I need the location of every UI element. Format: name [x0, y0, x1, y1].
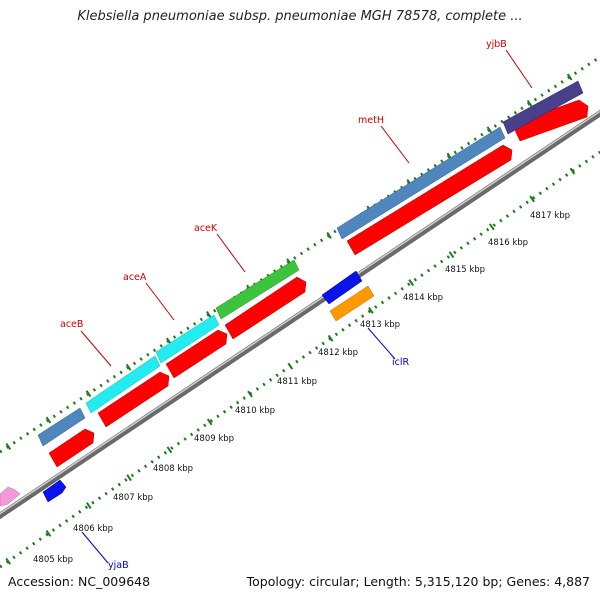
aceA-leader [145, 282, 175, 321]
scale-labels: 4805 kbp 4806 kbp 4807 kbp 4808 kbp 4809… [33, 211, 570, 565]
scale-label: 4817 kbp [530, 211, 570, 221]
label-yjaB[interactable]: yjaB [108, 560, 129, 571]
yjaB-leader [81, 531, 109, 564]
ring-tick [408, 279, 415, 287]
ring-tick [125, 363, 132, 371]
ring-tick [45, 530, 52, 537]
gene-aceA[interactable] [155, 314, 220, 364]
cds-arrow[interactable] [224, 276, 307, 340]
label-aceK[interactable]: aceK [194, 223, 218, 234]
gene-block-steel-left[interactable] [37, 407, 86, 447]
gene-pink-partial[interactable] [0, 486, 21, 507]
gene-yjbB[interactable] [502, 80, 584, 135]
label-aceA[interactable]: aceA [123, 272, 147, 283]
metH-leader [380, 125, 410, 164]
yjbB-leader [505, 49, 533, 89]
label-aceB[interactable]: aceB [60, 319, 83, 330]
ring-tick [126, 474, 132, 482]
ring-tick [486, 126, 493, 134]
ring-tick [327, 334, 334, 342]
ring-tick [526, 99, 533, 107]
scale-label: 4815 kbp [445, 265, 485, 275]
gene-iclR[interactable] [329, 285, 375, 322]
accession-label: Accession: NC_009648 [8, 574, 151, 589]
cds-arrow[interactable] [48, 428, 95, 468]
scale-label: 4805 kbp [33, 555, 73, 565]
ring-tick [368, 307, 374, 314]
label-yjbB[interactable]: yjbB [486, 39, 507, 50]
ring-tick [206, 418, 213, 426]
map-title: Klebsiella pneumoniae subsp. pneumoniae … [77, 9, 523, 24]
topology-summary: Topology: circular; Length: 5,315,120 bp… [246, 574, 590, 589]
scale-label: 4813 kbp [360, 320, 400, 330]
gene-aceB[interactable] [85, 355, 161, 414]
scale-label: 4806 kbp [73, 524, 113, 534]
genome-backbone-highlight [0, 110, 600, 515]
gene-aceK[interactable] [215, 259, 300, 320]
cds-arrow[interactable] [346, 144, 513, 256]
cds-arrow[interactable] [165, 329, 228, 379]
gene-iclR-blue[interactable] [321, 270, 363, 305]
gene-metH[interactable] [336, 126, 506, 240]
ring-tick [488, 223, 495, 231]
gene-track [37, 80, 584, 447]
ring-tick [529, 195, 535, 203]
ring-tick [287, 362, 294, 370]
scale-label: 4811 kbp [277, 377, 317, 387]
label-metH[interactable]: metH [358, 115, 384, 126]
ring-tick [166, 446, 173, 454]
ring-tick [448, 251, 455, 259]
aceK-leader [216, 233, 246, 273]
ring-tick [5, 443, 12, 450]
forward-cds-track [48, 99, 589, 468]
ring-tick [247, 390, 253, 398]
genome-backbone [0, 109, 600, 520]
scale-label: 4808 kbp [153, 464, 193, 474]
reverse-gene-track [0, 270, 375, 507]
ring-tick [5, 557, 12, 565]
ring-tick [45, 416, 52, 424]
cds-arrow[interactable] [511, 99, 589, 142]
scale-label: 4807 kbp [113, 493, 153, 503]
gene-yjaB[interactable] [42, 479, 67, 503]
ring-tick [85, 390, 92, 398]
ring-tick [326, 231, 332, 239]
outer-tick-ring [0, 55, 600, 454]
label-leaders [80, 49, 533, 564]
ring-tick [206, 311, 212, 319]
scale-label: 4809 kbp [194, 434, 234, 444]
cds-arrow[interactable] [97, 371, 170, 428]
ring-tick [566, 73, 573, 81]
scale-label: 4816 kbp [488, 238, 528, 248]
iclR-leader [367, 327, 396, 360]
outer-major-ticks [5, 73, 573, 450]
scale-label: 4812 kbp [318, 348, 358, 358]
aceB-leader [80, 330, 112, 367]
ring-tick [569, 167, 576, 175]
ring-tick [85, 502, 92, 509]
scale-label: 4814 kbp [403, 293, 443, 303]
label-iclR[interactable]: iclR [392, 357, 410, 368]
gene-labels: yjbB metH aceK aceA aceB iclR yjaB [60, 39, 507, 571]
inner-scale-ring [0, 150, 600, 569]
scale-label: 4810 kbp [235, 406, 275, 416]
inner-major-ticks [5, 167, 576, 565]
